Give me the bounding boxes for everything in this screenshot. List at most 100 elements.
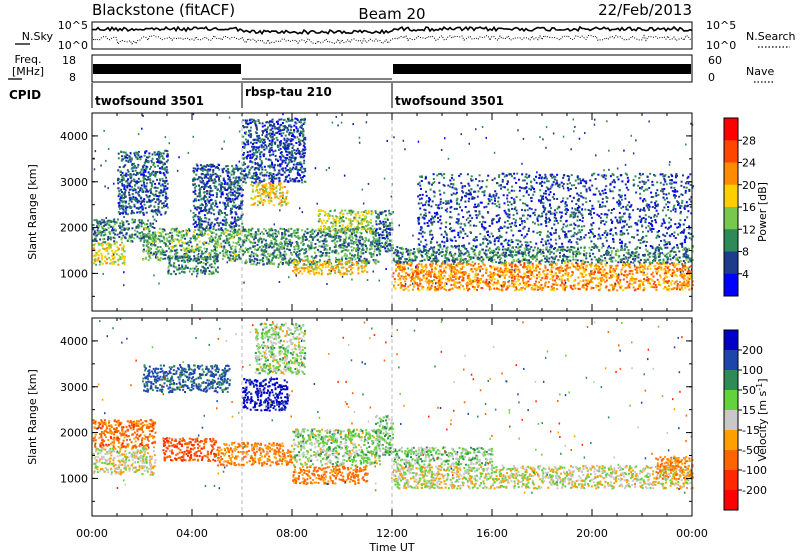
power-region-2 xyxy=(117,149,169,216)
power-region-6 xyxy=(250,181,289,207)
velocity-region-5 xyxy=(254,322,307,375)
y-tick-label: 2000 xyxy=(60,222,88,235)
colorbar-tick-label: -15 xyxy=(742,424,760,437)
x-tick-label: 04:00 xyxy=(176,527,208,540)
power-speckle xyxy=(93,113,694,287)
y-tick-label: 1000 xyxy=(60,267,88,280)
power-region-3 xyxy=(142,227,244,262)
freq-strip: Freq. [MHz] 18 8 60 0 Nave xyxy=(8,53,774,84)
velocity-ylabel: Slant Range [km] xyxy=(26,369,39,465)
colorbar-swatch xyxy=(724,490,738,511)
freq-label-line2: [MHz] xyxy=(12,65,44,78)
freq-tick-bottom: 8 xyxy=(69,71,76,84)
velocity-region-3 xyxy=(142,364,232,394)
velocity-region-4 xyxy=(242,377,289,412)
nave-tick-top: 60 xyxy=(708,54,722,67)
colorbar-tick-label: 24 xyxy=(742,157,756,170)
colorbar-swatch xyxy=(724,184,738,208)
colorbar-swatch xyxy=(724,251,738,275)
colorbar-tick-label: 4 xyxy=(742,268,749,281)
cpid-label: CPID xyxy=(9,88,41,102)
noise-traces xyxy=(91,25,693,45)
freq-band-2 xyxy=(393,64,691,74)
colorbar-tick-label: 20 xyxy=(742,179,756,192)
colorbar-swatch xyxy=(724,390,738,411)
power-region-13 xyxy=(392,245,694,264)
colorbar-swatch xyxy=(724,330,738,351)
velocity-region-10 xyxy=(392,464,694,490)
colorbar-tick-label: 16 xyxy=(742,201,756,214)
cpid-segment-label-0: twofsound 3501 xyxy=(95,94,204,108)
freq-label-line1: Freq. xyxy=(14,53,41,66)
colorbar-tick-label: 200 xyxy=(742,344,763,357)
colorbar-tick-label: 12 xyxy=(742,223,756,236)
noise-tick-bottom-right: 10^0 xyxy=(706,39,736,52)
velocity-colorbar-label: Velocity [m s-1] xyxy=(755,378,769,461)
colorbar-swatch xyxy=(724,273,738,297)
date-title: 22/Feb/2013 xyxy=(598,1,692,19)
nsearch-label: N.Search xyxy=(746,30,796,43)
beam-title: Beam 20 xyxy=(358,5,425,23)
noise-tick-top-left: 10^5 xyxy=(58,19,88,32)
colorbar-swatch xyxy=(724,430,738,451)
nave-label: Nave xyxy=(746,65,774,78)
nsearch-trace xyxy=(91,34,693,45)
colorbar-swatch xyxy=(724,370,738,391)
colorbar-tick-label: -50 xyxy=(742,444,760,457)
y-tick-label: 3000 xyxy=(60,381,88,394)
station-title: Blackstone (fitACF) xyxy=(92,1,235,19)
power-region-1 xyxy=(92,218,157,244)
nave-tick-bottom: 0 xyxy=(708,71,715,84)
velocity-colorbar: 200 100 50 15 -15 -50 -100 -200 xyxy=(723,329,767,511)
colorbar-tick-label: 8 xyxy=(742,246,749,259)
power-region-14 xyxy=(417,172,694,248)
x-axis-label: Time UT xyxy=(368,541,414,554)
colorbar-tick-label: 100 xyxy=(742,364,763,377)
power-panel: 1000 2000 3000 4000 Slant Range [km] xyxy=(26,112,694,312)
power-region-4 xyxy=(167,255,219,276)
velocity-speckle xyxy=(94,318,693,494)
cpid-segment-label-2: twofsound 3501 xyxy=(395,94,504,108)
colorbar-tick-label: -200 xyxy=(742,484,767,497)
power-ylabel: Slant Range [km] xyxy=(26,164,39,260)
y-tick-label: 4000 xyxy=(60,130,88,143)
cpid-segment-label-1: rbsp-tau 210 xyxy=(245,85,332,99)
freq-bars xyxy=(93,64,691,80)
y-tick-label: 4000 xyxy=(60,335,88,348)
colorbar-swatch xyxy=(724,140,738,163)
velocity-region-0 xyxy=(92,446,157,476)
x-axis-ticks: 00:00 04:00 08:00 12:00 16:00 20:00 00:00 xyxy=(76,527,708,540)
velocity-region-11 xyxy=(392,446,494,467)
colorbar-swatch xyxy=(724,410,738,431)
y-tick-label: 3000 xyxy=(60,176,88,189)
nsky-trace xyxy=(91,25,693,36)
cpid-row: CPID twofsound 3501 rbsp-tau 210 twofsound… xyxy=(9,83,504,108)
colorbar-swatch xyxy=(724,118,738,141)
velocity-region-8 xyxy=(292,428,382,467)
colorbar-tick-label: 28 xyxy=(742,134,756,147)
colorbar-swatch xyxy=(724,450,738,471)
colorbar-swatch xyxy=(724,350,738,371)
power-region-0 xyxy=(92,241,126,266)
velocity-region-6 xyxy=(217,441,294,467)
velocity-region-2 xyxy=(162,437,219,462)
colorbar-swatch xyxy=(724,470,738,491)
colorbar-tick-label: -100 xyxy=(742,464,767,477)
x-tick-label: 00:00 xyxy=(76,527,108,540)
power-region-10 xyxy=(317,209,374,234)
noise-tick-bottom-left: 10^0 xyxy=(58,39,88,52)
x-tick-label: 08:00 xyxy=(276,527,308,540)
y-tick-label: 2000 xyxy=(60,427,88,440)
x-tick-label: 00:00 xyxy=(676,527,708,540)
velocity-panel: 1000 2000 3000 4000 Slant Range [km] xyxy=(26,317,694,517)
power-region-7 xyxy=(242,117,307,184)
velocity-region-7 xyxy=(292,464,369,485)
freq-band-0 xyxy=(93,64,241,74)
x-tick-label: 12:00 xyxy=(376,527,408,540)
noise-strip: N.Sky N.Search 10^5 10^0 10^5 10^0 xyxy=(15,19,796,52)
colorbar-swatch xyxy=(724,229,738,252)
power-colorbar: 28 24 20 16 12 8 4 xyxy=(723,117,756,297)
velocity-region-9 xyxy=(374,414,394,458)
y-tick-label: 1000 xyxy=(60,472,88,485)
